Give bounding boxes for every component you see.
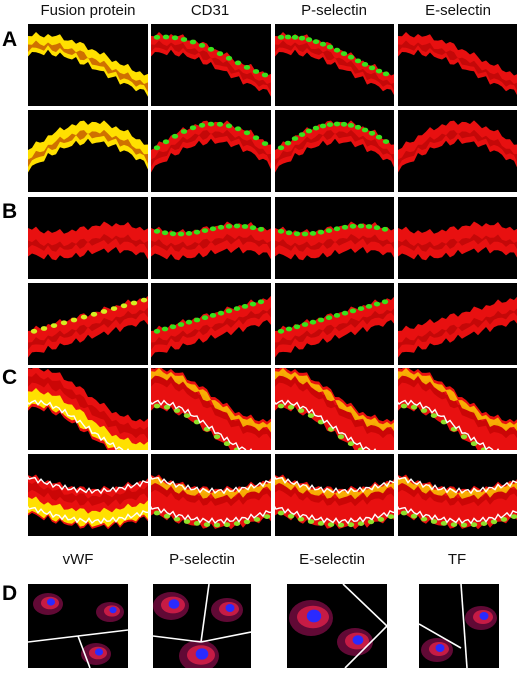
micrograph-panel-cd31 — [151, 283, 271, 365]
micrograph-panel-p-selectin — [275, 454, 394, 536]
micrograph-panel-fusion-protein — [28, 454, 148, 536]
cell-panel-p-selectin — [153, 584, 251, 668]
micrograph-panel-cd31 — [151, 368, 271, 450]
micrograph-panel-cd31 — [151, 24, 271, 106]
micrograph-panel-cd31 — [151, 454, 271, 536]
micrograph-panel-fusion-protein — [28, 283, 148, 365]
micrograph-panel-e-selectin — [398, 197, 517, 279]
micrograph-panel-p-selectin — [275, 283, 394, 365]
row-label-c: C — [2, 366, 18, 389]
cell-panel-e-selectin — [287, 584, 387, 668]
col-header-cd31: CD31 — [190, 2, 230, 19]
micrograph-panel-p-selectin — [275, 24, 394, 106]
micrograph-panel-cd31 — [151, 110, 271, 192]
row-label-b: B — [2, 200, 18, 223]
micrograph-panel-p-selectin — [275, 110, 394, 192]
col-header-p-selectin: P-selectin — [301, 2, 367, 19]
d-header-p-selectin: P-selectin — [169, 551, 235, 568]
micrograph-panel-cd31 — [151, 197, 271, 279]
micrograph-panel-p-selectin — [275, 368, 394, 450]
d-header-vwf: vWF — [62, 551, 94, 568]
micrograph-panel-p-selectin — [275, 197, 394, 279]
cell-panel-tf — [419, 584, 499, 668]
d-header-e-selectin: E-selectin — [299, 551, 365, 568]
micrograph-panel-fusion-protein — [28, 110, 148, 192]
micrograph-panel-e-selectin — [398, 24, 517, 106]
row-label-a: A — [2, 28, 18, 51]
micrograph-panel-e-selectin — [398, 454, 517, 536]
d-header-tf: TF — [447, 551, 467, 568]
micrograph-panel-fusion-protein — [28, 197, 148, 279]
col-header-fusion-protein: Fusion protein — [40, 2, 136, 19]
col-header-e-selectin: E-selectin — [425, 2, 491, 19]
cell-panel-vwf — [28, 584, 128, 668]
micrograph-panel-fusion-protein — [28, 368, 148, 450]
row-label-d: D — [2, 582, 18, 605]
micrograph-panel-e-selectin — [398, 283, 517, 365]
micrograph-panel-e-selectin — [398, 110, 517, 192]
micrograph-panel-fusion-protein — [28, 24, 148, 106]
micrograph-panel-e-selectin — [398, 368, 517, 450]
